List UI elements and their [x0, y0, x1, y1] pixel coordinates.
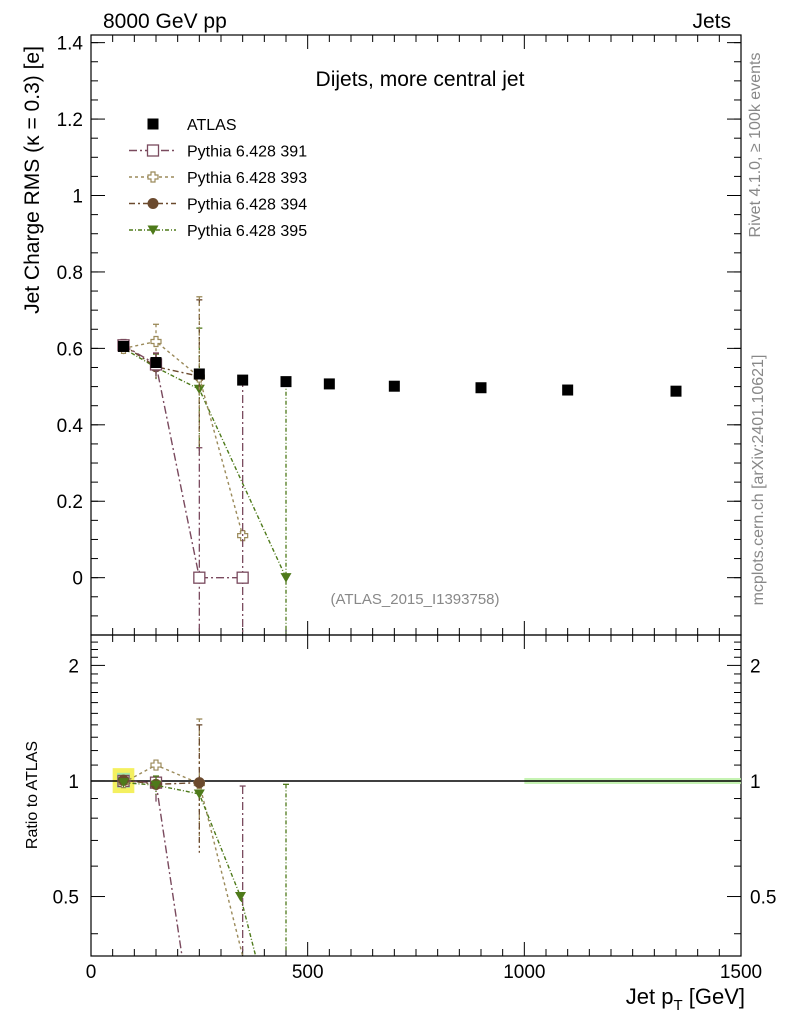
x-axis-label-jet: Jet p — [626, 984, 674, 1009]
marker-atlas — [323, 378, 335, 390]
ratio-ytick-label-right: 1 — [750, 772, 761, 793]
marker-395 — [147, 225, 159, 235]
marker-393 — [150, 759, 162, 771]
ratio-series — [117, 718, 289, 957]
x-axis-label-unit: [GeV] — [683, 984, 745, 1009]
marker-atlas — [193, 368, 205, 380]
main-ytick-label: 0.2 — [57, 492, 83, 513]
marker-391 — [193, 571, 206, 584]
main-ytick-label: 0.4 — [57, 416, 84, 437]
x-axis-label: Jet pT [GeV] — [626, 984, 745, 1014]
plot-title: Dijets, more central jet — [316, 68, 525, 91]
marker-391 — [146, 144, 160, 157]
marker-atlas — [150, 357, 162, 369]
ratio-line-p395 — [123, 781, 257, 957]
marker-atlas — [280, 376, 292, 388]
marker-394 — [193, 777, 205, 789]
marker-395 — [118, 778, 129, 788]
xtick-label: 1500 — [720, 962, 762, 983]
line-p395 — [123, 347, 287, 578]
jets-label: Jets — [692, 10, 731, 33]
marker-atlas — [475, 382, 487, 394]
ratio-ytick-label-right: 2 — [750, 656, 761, 677]
main-ytick-label: 1 — [72, 187, 83, 208]
main-ytick-label: 0.6 — [57, 339, 83, 360]
main-ytick-label: 1.2 — [57, 110, 83, 131]
marker-391 — [236, 571, 249, 584]
ratio-ytick-label-right: 0.5 — [750, 888, 776, 909]
ratio-series-p393 — [117, 718, 244, 957]
legend-label-atlas: ATLAS — [187, 117, 237, 134]
marker-395 — [235, 892, 246, 902]
rivet-label: Rivet 4.1.0, ≥ 100k events — [747, 53, 764, 238]
ratio-frame — [90, 634, 742, 957]
main-series — [117, 296, 682, 635]
marker-atlas — [147, 118, 159, 130]
analysis-label: (ATLAS_2015_I1393758) — [330, 591, 499, 608]
x-axis-label-sub: T — [673, 997, 682, 1014]
main-ytick-label: 1.4 — [57, 34, 84, 55]
mcplots-label: mcplots.cern.ch [arXiv:2401.10621] — [750, 355, 767, 606]
ratio-band — [91, 768, 741, 794]
ratio-series-p391 — [117, 774, 246, 957]
main-y-axis-label: Jet Charge RMS (κ = 0.3) [e] — [21, 46, 44, 314]
marker-393 — [147, 171, 159, 183]
energy-label: 8000 GeV pp — [103, 10, 227, 33]
ratio-ytick-label: 0.5 — [53, 888, 79, 909]
xtick-label: 0 — [86, 962, 97, 983]
ratio-y-axis-label: Ratio to ATLAS — [24, 741, 41, 849]
marker-393 — [150, 335, 162, 348]
marker-395 — [150, 780, 162, 791]
legend: ATLAS Pythia 6.428 391 Pythia 6.428 393 Pyt… — [129, 117, 307, 240]
ratio-line-p391 — [123, 780, 183, 957]
ratio-ytick-label: 2 — [68, 656, 79, 677]
marker-395 — [193, 789, 205, 799]
line-p391 — [123, 344, 243, 579]
main-ytick-label: 0.8 — [57, 263, 83, 284]
marker-atlas — [118, 340, 129, 352]
main-axes: 0 0.2 0.4 0.6 0.8 1 1.2 1.4 — [57, 34, 742, 635]
marker-395 — [280, 573, 292, 583]
marker-atlas — [562, 384, 574, 396]
legend-label-p394: Pythia 6.428 394 — [187, 197, 307, 214]
marker-atlas — [237, 374, 249, 386]
line-p393 — [123, 340, 244, 536]
series-p393 — [117, 296, 249, 542]
series-p394 — [118, 299, 205, 453]
legend-label-p393: Pythia 6.428 393 — [187, 170, 307, 187]
series-atlas — [118, 340, 682, 397]
xtick-label: 1000 — [503, 962, 545, 983]
xtick-label: 500 — [292, 962, 324, 983]
legend-label-p395: Pythia 6.428 395 — [187, 223, 307, 240]
marker-atlas — [388, 380, 400, 392]
ratio-ytick-label: 1 — [68, 772, 79, 793]
ratio-series-p395 — [118, 775, 289, 957]
marker-atlas — [670, 385, 682, 397]
ratio-line-p393 — [123, 764, 244, 957]
main-ytick-label: 0 — [72, 569, 83, 590]
series-p391 — [117, 338, 249, 635]
marker-394 — [147, 198, 159, 209]
ratio-axes: 0.5 0.5 1 1 2 2 0 500 1000 1500 — [53, 635, 776, 983]
legend-label-p391: Pythia 6.428 391 — [187, 144, 307, 161]
